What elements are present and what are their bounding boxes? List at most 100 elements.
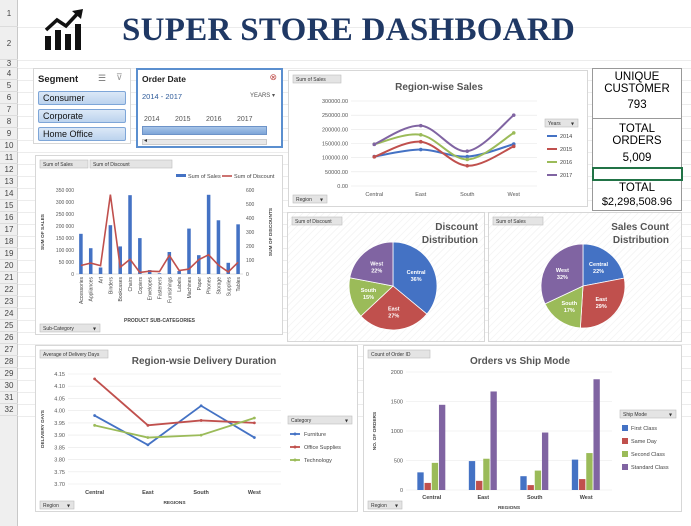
legend-label: 2016 — [560, 160, 572, 166]
y2-tick-label: 100 — [246, 258, 255, 264]
y-tick-label: 3.85 — [54, 445, 65, 451]
legend-label: Technology — [304, 458, 332, 464]
pie-slice-Central — [392, 241, 438, 315]
ship-mode-chart[interactable]: Count of Order ID Orders vs Ship Mode 0 500… — [363, 345, 682, 512]
kpi-total-sales: TOTAL $2,298,508.96 — [593, 181, 681, 212]
row-number: 27 — [0, 344, 18, 356]
bar-Fasteners — [157, 273, 162, 274]
row-number: 24 — [0, 308, 18, 320]
row-number: 25 — [0, 320, 18, 332]
region-sales-chart[interactable]: Sum of Sales Region-wise Sales 0.00 50000.0… — [288, 70, 588, 207]
data-point — [146, 423, 150, 427]
x-tick-label: Supplies — [226, 277, 232, 297]
field-button-label: Sum of Sales — [296, 77, 326, 83]
segment-item[interactable]: Home Office — [38, 127, 126, 141]
row-number: 31 — [0, 392, 18, 404]
timeline-scrollbar[interactable]: ◂ — [142, 138, 267, 145]
axis-field-button-label: Region — [43, 503, 59, 509]
data-point — [93, 423, 97, 427]
bar-Phones — [206, 194, 211, 274]
x-tick-label: Chairs — [128, 277, 134, 292]
y2-tick-label: 500 — [246, 202, 255, 208]
chart-title: Sales Count — [611, 222, 669, 233]
y-tick-label: 1000 — [391, 429, 403, 435]
clear-filter-icon[interactable]: ⊗ — [269, 72, 277, 82]
bar-West-Standard Class — [593, 379, 600, 490]
legend-label: First Class — [631, 426, 657, 432]
chevron-down-icon: ▾ — [67, 504, 70, 510]
y2-tick-label: 400 — [246, 216, 255, 222]
row-number: 15 — [0, 200, 18, 212]
timeline-year[interactable]: 2017 — [237, 116, 253, 123]
y-tick-label: 3.80 — [54, 458, 65, 464]
selected-cell[interactable] — [592, 167, 683, 181]
x-tick-label: West — [248, 490, 261, 496]
segment-item[interactable]: Corporate — [38, 109, 126, 123]
sales-count-pie-svg: Sum of Sales Sales Count Distribution Centr… — [492, 216, 670, 329]
field-button-label: Count of Order ID — [371, 352, 411, 358]
clear-filter-icon[interactable]: ⊽ — [116, 72, 123, 82]
y-tick-label: 3.70 — [54, 482, 65, 488]
kpi-unique-customer: UNIQUE CUSTOMER 793 — [593, 69, 681, 119]
row-number: 23 — [0, 296, 18, 308]
y-tick-label: 2000 — [391, 370, 403, 376]
y-tick-label: 50000.00 — [325, 170, 348, 176]
timeline-bar[interactable] — [142, 126, 267, 135]
x-tick-label: Appliances — [89, 277, 95, 302]
chart-title: Region-wsie Delivery Duration — [132, 356, 276, 367]
delivery-duration-svg: Average of Delivery Days Region-wsie Deli… — [39, 349, 353, 510]
timeline-year[interactable]: 2014 — [144, 116, 160, 123]
bar-East-First Class — [468, 461, 476, 490]
row-number: 2 — [0, 27, 18, 60]
legend-label: Sum of Sales — [188, 174, 221, 180]
axis-field-button-label: Sub-Category — [43, 326, 74, 332]
data-point — [199, 419, 203, 422]
x-tick-label: Central — [422, 495, 441, 501]
row-number: 8 — [0, 116, 18, 128]
discount-pie-chart[interactable]: Sum of Discount Discount Distribution Centr… — [287, 212, 485, 342]
timeline-year[interactable]: 2016 — [206, 116, 222, 123]
x-tick-label: Furnishings — [167, 277, 173, 303]
x-tick-label: Accessories — [79, 277, 85, 304]
multi-select-icon[interactable]: ☰ — [98, 73, 107, 83]
bar-Storage — [216, 220, 221, 274]
segment-slicer-title: Segment — [38, 74, 79, 85]
y-tick-label: 150000.00 — [322, 142, 348, 148]
sales-count-pie-chart[interactable]: Sum of Sales Sales Count Distribution Centr… — [488, 212, 682, 342]
timeline-year[interactable]: 2015 — [175, 116, 191, 123]
row-number: 4 — [0, 68, 18, 80]
x-tick-label: South — [193, 490, 209, 496]
series-line-2016 — [374, 132, 515, 161]
y-tick-label: 150 000 — [56, 236, 74, 242]
order-date-timeline[interactable]: Order Date ⊗ 2014 - 2017 YEARS ▾ 2014 201… — [136, 68, 283, 148]
pie-slice-East — [360, 285, 428, 331]
data-point — [252, 421, 256, 425]
segment-slicer[interactable]: Segment ☰ ⊽ Consumer Corporate Home Office — [33, 68, 131, 144]
ship-mode-svg: Count of Order ID Orders vs Ship Mode 0 500… — [367, 349, 677, 511]
x-tick-label: Central — [365, 192, 383, 198]
y-tick-label: 0 — [400, 488, 403, 494]
legend-swatch — [176, 174, 186, 177]
delivery-duration-chart[interactable]: Average of Delivery Days Region-wsie Deli… — [35, 345, 358, 512]
scroll-left-icon[interactable]: ◂ — [144, 138, 148, 144]
y-tick-label: 250 000 — [56, 212, 74, 218]
y-tick-label: 4.10 — [54, 384, 65, 390]
data-point — [146, 436, 150, 439]
bar-Chairs — [128, 195, 132, 274]
slice-category-label: West — [556, 268, 569, 274]
slice-category-label: West — [370, 261, 383, 267]
pie-slice-West — [540, 243, 584, 305]
legend-swatch — [622, 451, 628, 457]
data-point — [199, 404, 203, 408]
bar-West-Second Class — [586, 453, 593, 490]
row-number: 22 — [0, 284, 18, 296]
data-point — [418, 147, 423, 152]
discount-line — [80, 194, 239, 274]
bar-South-First Class — [520, 476, 527, 490]
data-point — [465, 163, 470, 168]
subcategory-chart[interactable]: Sum of Sales Sum of Discount 0 50 000 100 00… — [35, 155, 283, 335]
x-tick-label: Storage — [216, 277, 222, 295]
series-line-2017 — [373, 114, 515, 153]
timeline-level-dropdown[interactable]: YEARS ▾ — [249, 93, 275, 99]
segment-item[interactable]: Consumer — [38, 91, 126, 105]
